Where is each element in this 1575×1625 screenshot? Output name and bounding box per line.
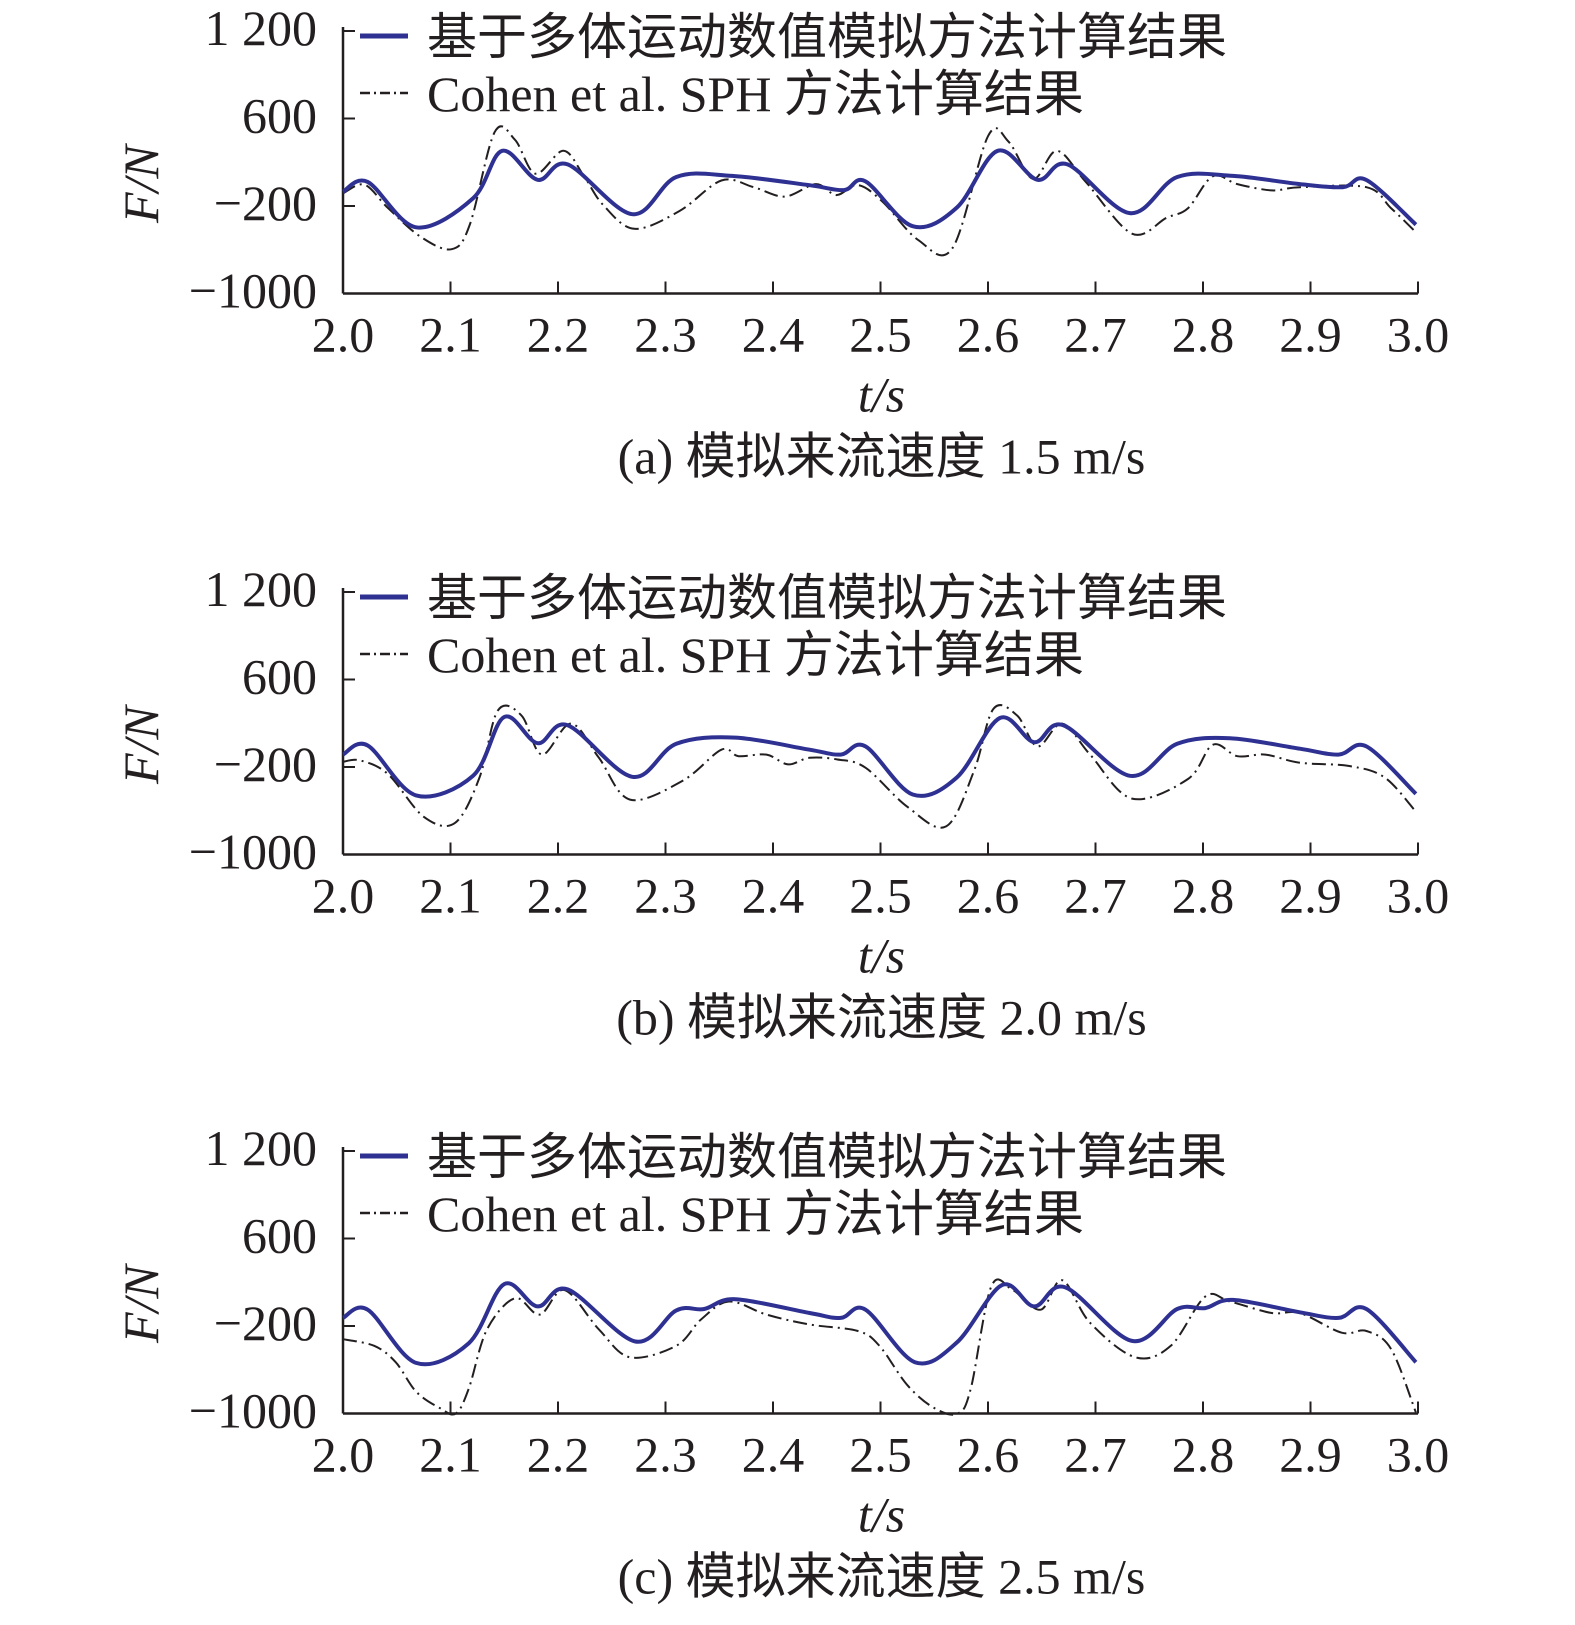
x-tick-label: 2.6 [957,868,1020,924]
x-tick-label: 2.9 [1279,1427,1342,1483]
series-line-multibody [341,1281,1418,1367]
y-tick-label: −200 [214,175,317,231]
legend-label-cohen-sph: Cohen et al. SPH 方法计算结果 [427,66,1084,122]
y-tick-label: 600 [242,88,317,144]
legend-label-cohen-sph: Cohen et al. SPH 方法计算结果 [427,627,1084,683]
x-tick-label: 2.8 [1172,868,1235,924]
legend-label-multibody: 基于多体运动数值模拟方法计算结果 [427,9,1227,65]
x-tick-label: 2.5 [849,868,912,924]
y-tick-label: 1 200 [205,561,318,617]
series-line-multibody [341,148,1418,230]
y-axis-label: F/N [113,143,169,224]
x-axis-label: t/s [858,928,905,984]
x-tick-label: 2.0 [312,868,375,924]
y-tick-label: 600 [242,1208,317,1264]
x-tick-label: 3.0 [1387,1427,1450,1483]
x-tick-label: 2.7 [1064,1427,1127,1483]
x-tick-label: 2.5 [849,1427,912,1483]
y-tick-label: 600 [242,649,317,705]
y-axis-label: F/N [113,704,169,785]
panel-caption: (b) 模拟来流速度 2.0 m/s [616,990,1147,1046]
x-tick-label: 2.2 [527,868,590,924]
legend-label-multibody: 基于多体运动数值模拟方法计算结果 [427,1129,1227,1185]
x-axis-label: t/s [858,367,905,423]
x-tick-label: 2.9 [1279,307,1342,363]
x-tick-label: 2.3 [634,868,697,924]
x-tick-label: 2.9 [1279,868,1342,924]
y-tick-label: 1 200 [205,1120,318,1176]
x-tick-label: 2.4 [742,307,805,363]
x-tick-label: 2.4 [742,868,805,924]
series-line-multibody [341,714,1418,799]
panel-caption: (c) 模拟来流速度 2.5 m/s [618,1549,1146,1605]
x-tick-label: 2.2 [527,307,590,363]
x-tick-label: 2.1 [419,307,482,363]
y-tick-label: −200 [214,736,317,792]
y-axis-label: F/N [113,1263,169,1344]
x-tick-label: 2.0 [312,1427,375,1483]
x-tick-label: 3.0 [1387,307,1450,363]
x-tick-label: 2.7 [1064,868,1127,924]
series-line-cohen-sph [342,1278,1417,1416]
legend-label-cohen-sph: Cohen et al. SPH 方法计算结果 [427,1186,1084,1242]
panel-caption: (a) 模拟来流速度 1.5 m/s [618,429,1146,485]
x-tick-label: 2.0 [312,307,375,363]
series-line-cohen-sph [342,125,1417,257]
legend-label-multibody: 基于多体运动数值模拟方法计算结果 [427,570,1227,626]
x-tick-label: 2.2 [527,1427,590,1483]
y-tick-label: −1000 [189,824,317,880]
x-tick-label: 2.7 [1064,307,1127,363]
x-axis-label: t/s [858,1487,905,1543]
x-tick-label: 2.1 [419,868,482,924]
x-tick-label: 2.1 [419,1427,482,1483]
x-tick-label: 2.3 [634,1427,697,1483]
x-tick-label: 2.5 [849,307,912,363]
x-tick-label: 2.8 [1172,1427,1235,1483]
x-tick-label: 2.4 [742,1427,805,1483]
x-tick-label: 2.3 [634,307,697,363]
y-tick-label: −1000 [189,1383,317,1439]
x-tick-label: 2.6 [957,1427,1020,1483]
y-tick-label: 1 200 [205,0,318,56]
series-line-cohen-sph [342,704,1417,829]
y-tick-label: −200 [214,1295,317,1351]
x-tick-label: 2.6 [957,307,1020,363]
x-tick-label: 2.8 [1172,307,1235,363]
x-tick-label: 3.0 [1387,868,1450,924]
y-tick-label: −1000 [189,263,317,319]
